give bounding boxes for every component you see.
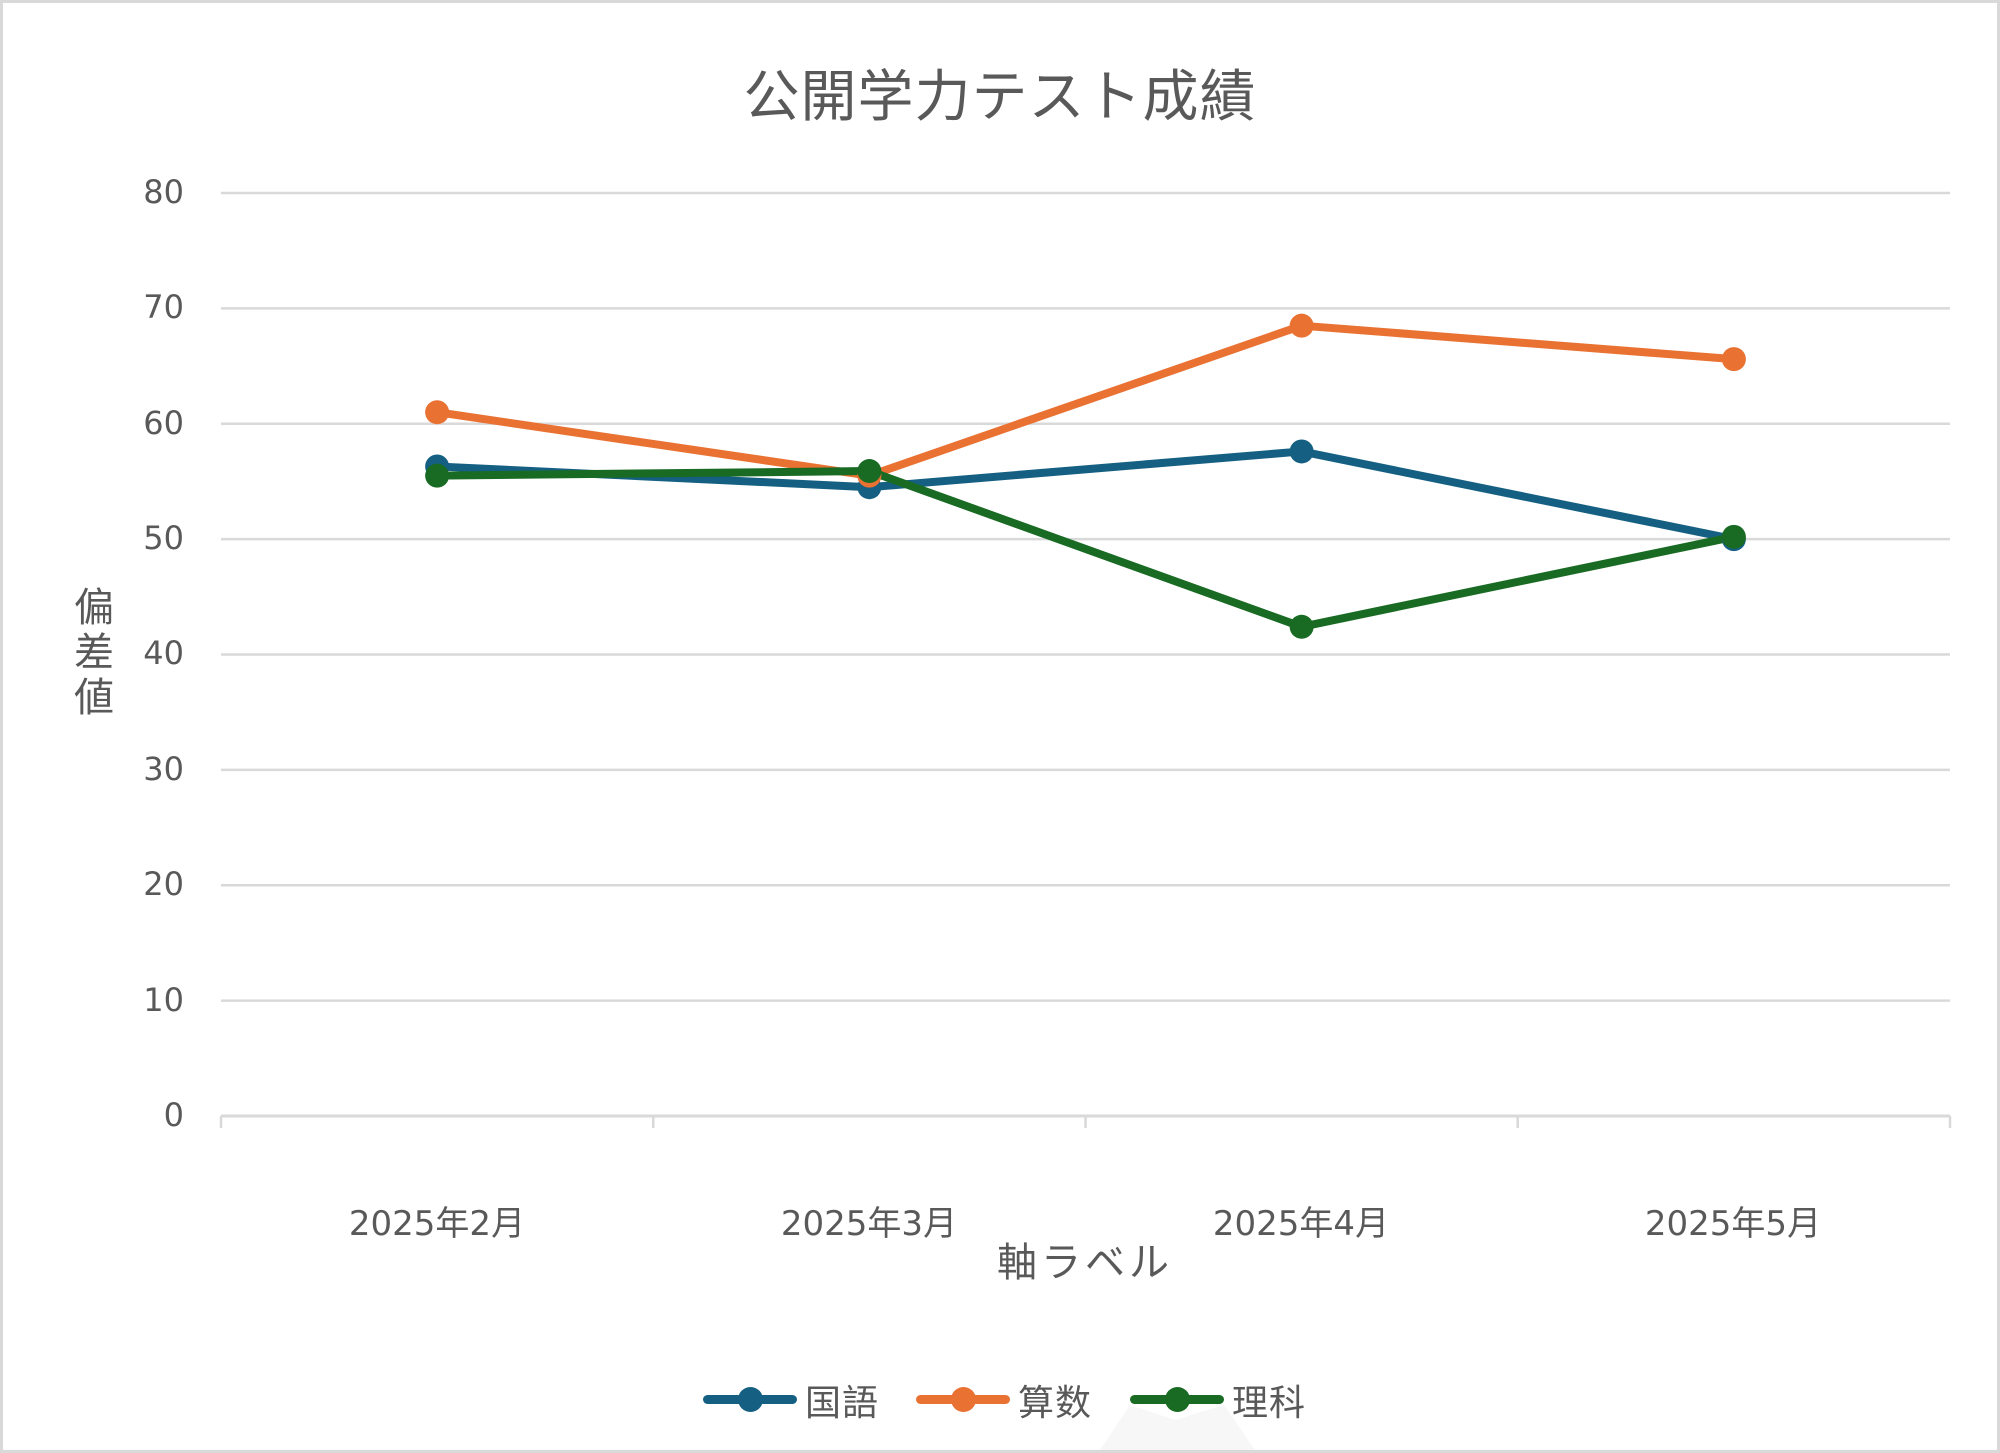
data-point-marker[interactable] [857,459,882,484]
series-line [433,321,1738,480]
y-axis-title-char: 差 [74,630,114,676]
y-tick-label: 60 [143,404,184,442]
legend-line-marker-icon [916,1375,1010,1425]
y-tick-label: 70 [143,288,184,326]
y-axis-title-char: 値 [74,675,114,721]
y-axis-title-char: 偏 [74,585,114,631]
legend-label: 理科 [1232,1383,1307,1424]
legend-label: 国語 [805,1383,880,1424]
series-lines [425,313,1746,639]
data-point-marker[interactable] [425,400,450,425]
y-tick-label: 10 [143,981,184,1019]
data-point-marker[interactable] [1289,313,1314,338]
legend-line-marker-icon [703,1375,797,1425]
x-tick-label: 2025年4月 [1212,1204,1390,1244]
y-tick-label: 0 [163,1096,184,1134]
series-line [433,447,1738,544]
data-point-marker[interactable] [1721,347,1746,372]
series-line [433,467,1738,631]
legend-line-marker-icon [1130,1375,1224,1425]
legend: 国語 算数 理科 [0,1375,2000,1425]
legend-item-sansu[interactable]: 算数 [916,1375,1092,1425]
legend-item-kokugo[interactable]: 国語 [703,1375,879,1425]
data-point-marker[interactable] [1721,524,1746,549]
y-tick-label: 30 [143,750,184,788]
chart-title: 公開学力テスト成績 [743,65,1257,130]
y-tick-label: 20 [143,865,184,903]
data-point-marker[interactable] [1289,439,1314,464]
data-point-marker[interactable] [1289,614,1314,639]
x-axis-title: 軸ラベル [997,1240,1173,1286]
legend-label: 算数 [1018,1383,1093,1424]
y-axis-title: 偏 差 値 [70,586,118,721]
x-axis [219,1114,1952,1128]
x-tick-label: 2025年5月 [1644,1204,1822,1244]
background-artifact [1100,1405,1255,1450]
gridlines [221,191,1950,1002]
y-tick-label: 40 [143,634,184,672]
y-tick-label: 80 [143,173,184,211]
x-tick-label: 2025年3月 [780,1204,958,1244]
data-point-marker[interactable] [425,463,450,488]
legend-item-rika[interactable]: 理科 [1130,1375,1306,1425]
x-tick-label: 2025年2月 [348,1204,526,1244]
y-tick-label: 50 [143,519,184,557]
